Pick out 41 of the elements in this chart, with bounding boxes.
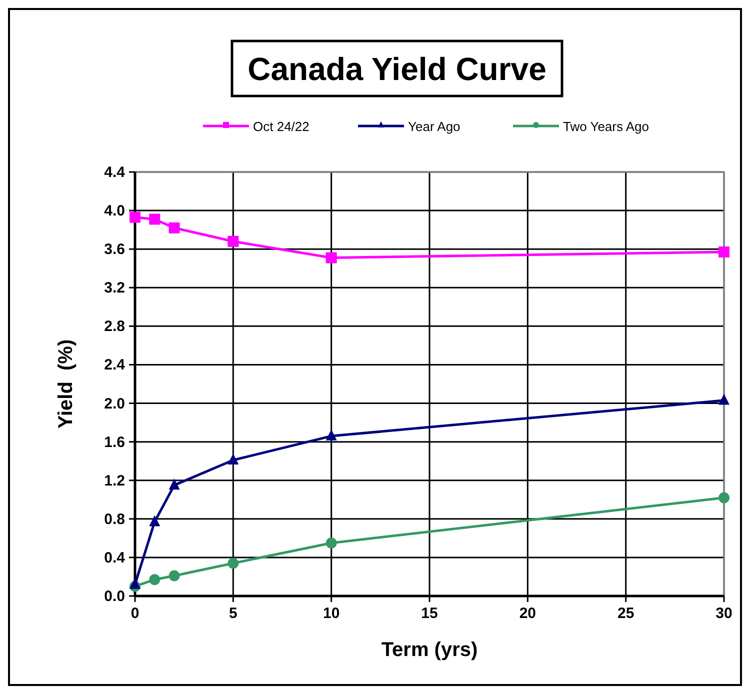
point <box>168 570 180 582</box>
y-tick-label: 3.6 <box>104 241 125 258</box>
point <box>130 578 140 589</box>
point <box>168 222 180 234</box>
y-tick-label: 4.0 <box>104 202 125 220</box>
point <box>718 246 730 258</box>
y-tick-label: 2.4 <box>104 356 126 374</box>
y-tick-label: 0.8 <box>104 510 125 528</box>
y-tick-label: 0.4 <box>104 549 126 566</box>
y-tick-label: 4.4 <box>104 164 126 181</box>
y-tick-label: 3.2 <box>104 280 125 297</box>
x-tick-label: 25 <box>617 605 634 622</box>
legend-label: Two Years Ago <box>563 119 650 134</box>
x-tick-label: 20 <box>519 605 536 622</box>
x-tick-label: 10 <box>322 605 340 622</box>
y-tick-label: 1.2 <box>104 472 125 490</box>
legend-label: Year Ago <box>408 119 460 134</box>
legend-label: Oct 24/22 <box>253 119 310 134</box>
x-tick-label: 15 <box>421 605 438 622</box>
point <box>718 394 730 405</box>
point <box>228 454 239 465</box>
y-tick-label: 2.8 <box>104 318 125 336</box>
x-axis-title: Term (yrs) <box>381 639 478 661</box>
point <box>326 538 337 548</box>
point <box>168 478 180 490</box>
y-axis-title: Yield (%) <box>55 339 77 429</box>
chart-title: Canada Yield Curve <box>248 51 546 87</box>
point <box>228 236 239 247</box>
point <box>149 515 160 526</box>
point <box>326 429 337 440</box>
x-tick-label: 0 <box>130 605 140 622</box>
y-tick-label: 0.0 <box>104 588 125 605</box>
x-tick-label: 30 <box>716 605 732 622</box>
x-tick-label: 5 <box>228 605 238 622</box>
point <box>149 214 160 225</box>
y-tick-label: 2.0 <box>104 395 125 412</box>
point <box>228 558 239 569</box>
y-tick-label: 1.6 <box>104 434 125 451</box>
point <box>149 574 160 586</box>
point <box>326 252 337 264</box>
point <box>718 492 730 504</box>
